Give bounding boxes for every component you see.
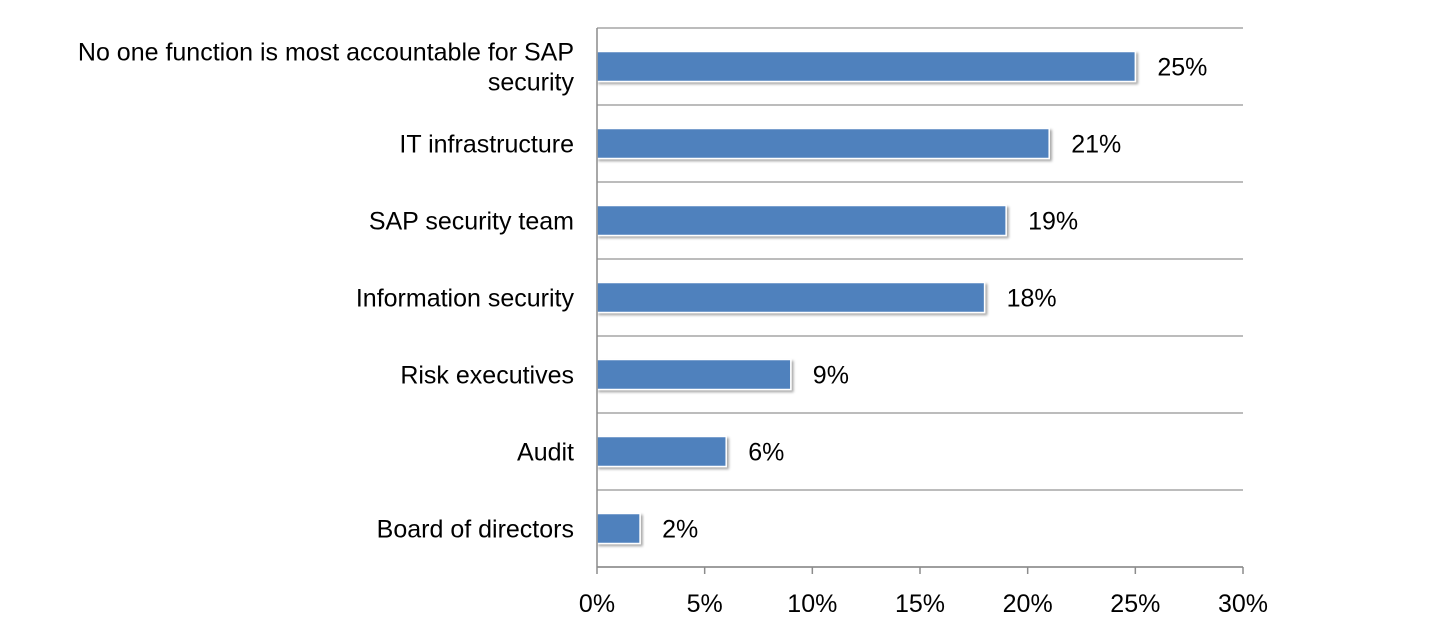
bar: [596, 435, 727, 468]
category-label: Risk executives: [400, 362, 574, 390]
category-label-line: Board of directors: [377, 516, 574, 544]
x-tick-label: 0%: [579, 590, 615, 618]
x-tick-label: 5%: [687, 590, 723, 618]
category-label: IT infrastructure: [399, 131, 574, 159]
category-label: SAP security team: [369, 208, 574, 236]
x-tick-label: 30%: [1218, 590, 1268, 618]
category-label-line: Risk executives: [400, 362, 574, 390]
category-label: Audit: [517, 439, 574, 467]
x-tick-label: 15%: [895, 590, 945, 618]
data-label: 25%: [1157, 54, 1207, 82]
category-label: No one function is most accountable for …: [78, 39, 575, 97]
category-label: Information security: [356, 285, 575, 313]
bar: [596, 50, 1137, 83]
category-label-line: Audit: [517, 439, 574, 467]
x-tick-label: 20%: [1003, 590, 1053, 618]
category-label-line: IT infrastructure: [399, 131, 574, 159]
bar: [596, 204, 1007, 237]
category-label-line: security: [488, 69, 575, 97]
data-label: 9%: [813, 362, 849, 390]
data-label: 2%: [662, 516, 698, 544]
category-label-line: SAP security team: [369, 208, 574, 236]
data-label: 6%: [748, 439, 784, 467]
data-label: 18%: [1007, 285, 1057, 313]
category-label-line: No one function is most accountable for …: [78, 39, 574, 67]
axes: [596, 28, 1244, 574]
bar: [596, 127, 1050, 160]
bar: [596, 512, 641, 545]
bar: [596, 281, 986, 314]
bar: [596, 358, 792, 391]
data-label: 21%: [1071, 131, 1121, 159]
gridlines: [597, 27, 1243, 568]
x-tick-label: 25%: [1110, 590, 1160, 618]
x-tick-label: 10%: [787, 590, 837, 618]
labels: 25% No one function is most accountable f…: [78, 39, 1268, 619]
data-label: 19%: [1028, 208, 1078, 236]
category-label: Board of directors: [377, 516, 574, 544]
category-label-line: Information security: [356, 285, 575, 313]
